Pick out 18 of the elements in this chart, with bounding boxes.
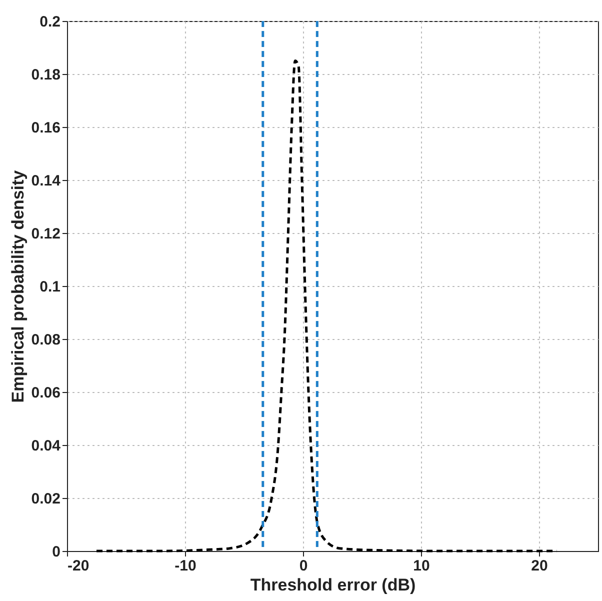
- y-tick-label: 0.2: [40, 14, 60, 30]
- y-axis-title: Empirical probability density: [8, 170, 28, 403]
- x-tick-label: 10: [413, 558, 430, 574]
- y-tick-label: 0: [52, 544, 60, 560]
- y-tick-label: 0.06: [31, 384, 60, 402]
- x-tick-label: -10: [174, 558, 196, 574]
- y-tick-label: 0.14: [31, 172, 62, 190]
- y-tick-label: 0.16: [31, 120, 60, 136]
- y-tick-label: 0.1: [40, 278, 60, 296]
- y-tick-label: 0.18: [31, 66, 60, 84]
- y-tick-label: 0.02: [31, 490, 60, 508]
- y-tick-label: 0.12: [31, 226, 60, 242]
- y-tick-label: 0.04: [31, 438, 62, 454]
- x-axis-title: Threshold error (dB): [250, 576, 416, 594]
- x-tick-label: 20: [531, 558, 548, 574]
- y-tick-label: 0.08: [31, 332, 60, 348]
- x-tick-label: -20: [68, 558, 90, 574]
- x-tick-label: 0: [299, 558, 308, 574]
